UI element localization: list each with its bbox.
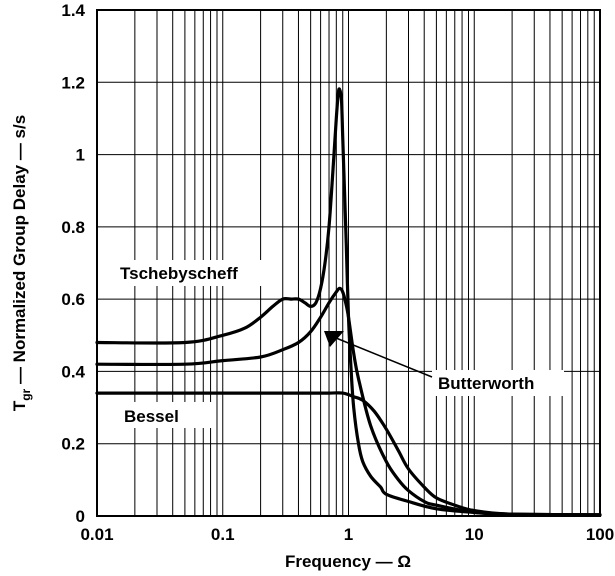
bessel-label-bg xyxy=(116,402,214,428)
y-tick-label: 1.4 xyxy=(61,1,85,20)
tick-labels: 0.01 0.1 1 10 100 0 0.2 0.4 0.6 0.8 1 1.2 1.4 xyxy=(61,1,614,544)
bessel-label: Bessel xyxy=(124,407,179,426)
butterworth-leader-line xyxy=(335,337,433,378)
axis-titles: Frequency — Ω Tgr — Normalized Group Del… xyxy=(10,115,411,571)
y-tick-label: 0.4 xyxy=(61,362,85,381)
series-bessel-line xyxy=(95,391,602,517)
plot-border xyxy=(96,9,601,517)
series-butterworth-line xyxy=(95,286,602,517)
butterworth-label: Butterworth xyxy=(438,374,534,393)
x-tick-label: 0.01 xyxy=(80,525,113,544)
annotations: Tschebyscheff Butterworth Bessel xyxy=(112,260,564,428)
series-tschebyscheff-line xyxy=(95,87,602,517)
plot-frame xyxy=(96,9,601,517)
y-tick-label: 0.6 xyxy=(61,290,85,309)
x-tick-label: 10 xyxy=(465,525,484,544)
butterworth-label-bg xyxy=(432,370,564,396)
curves xyxy=(95,87,602,517)
y-axis-title-main: T xyxy=(10,400,29,411)
butterworth-arrowhead xyxy=(324,331,344,347)
y-axis-title-sub: gr xyxy=(19,388,33,400)
y-tick-label: 0.8 xyxy=(61,218,85,237)
y-axis-title-rest: — Normalized Group Delay — s/s xyxy=(10,115,29,389)
y-tick-label: 1.2 xyxy=(61,73,85,92)
y-tick-label: 0.2 xyxy=(61,435,85,454)
tschebyscheff-label-bg xyxy=(112,260,270,286)
y-tick-label: 1 xyxy=(76,146,85,165)
y-axis-title: Tgr — Normalized Group Delay — s/s xyxy=(10,115,33,411)
grid xyxy=(97,10,600,516)
y-tick-label: 0 xyxy=(76,507,85,526)
x-tick-label: 1 xyxy=(344,525,353,544)
x-tick-label: 100 xyxy=(586,525,614,544)
x-tick-label: 0.1 xyxy=(211,525,235,544)
tschebyscheff-label: Tschebyscheff xyxy=(120,264,238,283)
x-axis-title: Frequency — Ω xyxy=(285,552,411,571)
